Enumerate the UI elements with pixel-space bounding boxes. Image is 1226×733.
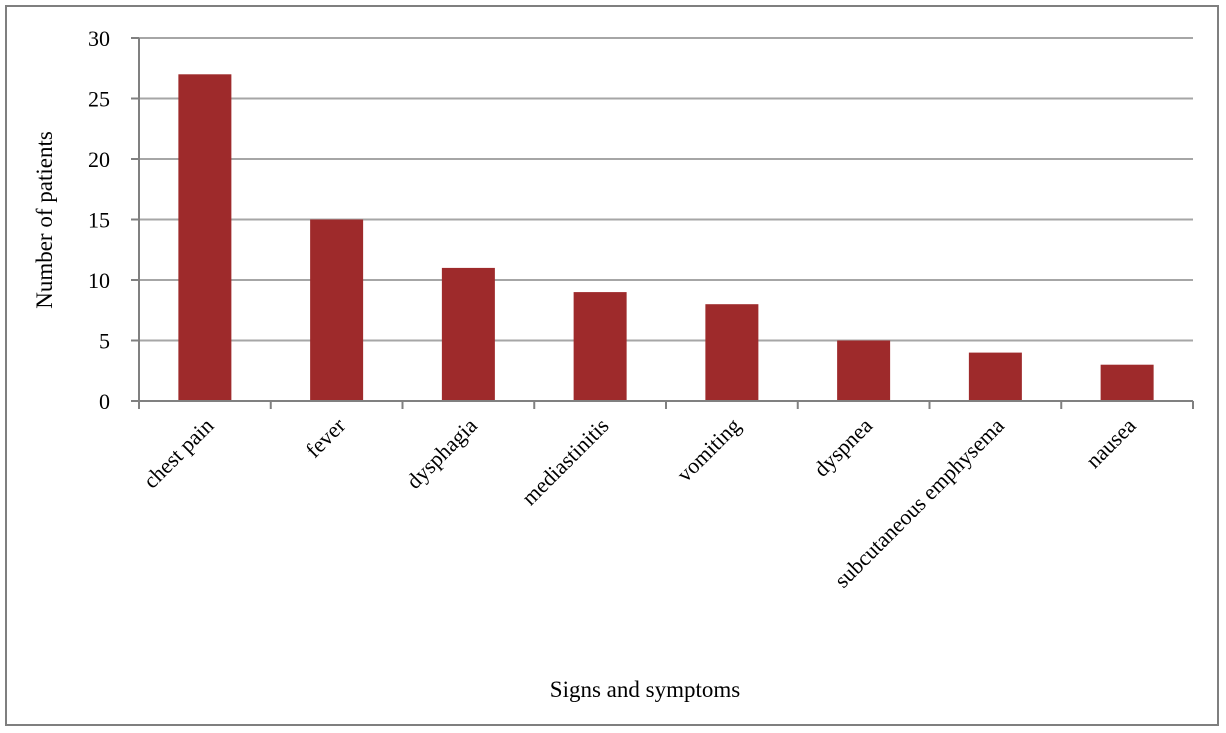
y-axis-title: Number of patients	[32, 131, 57, 309]
x-tick-label: dysphagia	[401, 413, 482, 494]
bar-fever	[310, 219, 364, 401]
x-tick-labels: chest pain fever dysphagia mediastinitis vom…	[138, 412, 1141, 592]
x-axis-title: Signs and symptoms	[550, 677, 740, 702]
bar-mediastinitis	[573, 292, 627, 401]
x-axis	[131, 37, 1194, 409]
bar-subcutaneous-emphysema	[968, 352, 1022, 401]
bar-vomiting	[705, 304, 759, 401]
x-tick-label: mediastinitis	[516, 413, 613, 510]
y-tick-labels: 0 5 10 15 20 25 30	[88, 26, 110, 414]
x-tick-label: nausea	[1081, 413, 1141, 473]
y-tick-label: 30	[88, 26, 110, 51]
bar-dyspnea	[837, 340, 891, 401]
x-tick-label: dyspnea	[809, 413, 878, 482]
bars	[178, 74, 1154, 402]
x-tick-label: chest pain	[138, 413, 218, 493]
y-tick-label: 15	[88, 208, 110, 233]
bar-nausea	[1100, 364, 1154, 401]
y-tick-label: 20	[88, 147, 110, 172]
gridlines	[139, 37, 1193, 342]
bar-chest-pain	[178, 74, 232, 402]
y-tick-label: 0	[99, 389, 110, 414]
x-tick-label: fever	[301, 412, 351, 462]
y-tick-label: 10	[88, 268, 110, 293]
x-tick-label: vomiting	[672, 413, 746, 487]
y-tick-label: 25	[88, 87, 110, 112]
y-tick-label: 5	[99, 329, 110, 354]
bar-dysphagia	[441, 267, 495, 401]
